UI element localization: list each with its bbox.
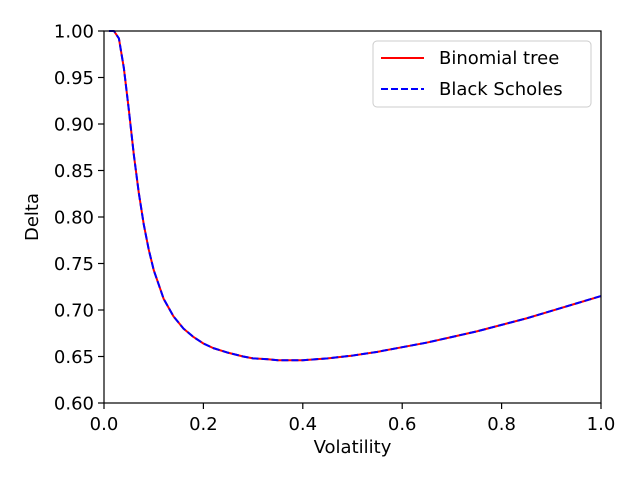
- y-tick-label: 0.75: [54, 254, 94, 275]
- legend-box: [372, 40, 592, 108]
- x-axis: 0.0 0.2 0.4 0.6 0.8 1.0: [90, 403, 616, 435]
- x-tick-label: 0.4: [288, 414, 317, 435]
- y-tick-label: 0.60: [54, 394, 94, 415]
- series-layer: [108, 30, 602, 362]
- x-tick-label: 0.2: [189, 414, 218, 435]
- legend-label-black-scholes: Black Scholes: [439, 79, 563, 100]
- y-axis-title: Delta: [22, 193, 43, 241]
- legend: Binomial tree Black Scholes: [372, 40, 592, 108]
- y-tick-label: 0.80: [54, 208, 94, 229]
- x-tick-label: 1.0: [587, 414, 616, 435]
- x-tick-label: 0.0: [90, 414, 119, 435]
- y-tick-label: 0.90: [54, 115, 94, 136]
- y-tick-label: 1.00: [54, 22, 94, 43]
- y-tick-label: 0.85: [54, 161, 94, 182]
- y-tick-label: 0.70: [54, 301, 94, 322]
- x-tick-label: 0.8: [487, 414, 516, 435]
- x-axis-title: Volatility: [314, 437, 392, 458]
- legend-label-binomial-tree: Binomial tree: [439, 48, 559, 69]
- y-tick-label: 0.95: [54, 68, 94, 89]
- series-line-black-scholes: [108, 30, 602, 362]
- x-tick-label: 0.6: [388, 414, 417, 435]
- y-axis: 0.60 0.65 0.70 0.75 0.80 0.85 0.90 0.95 1.00: [54, 22, 104, 415]
- y-tick-label: 0.65: [54, 347, 94, 368]
